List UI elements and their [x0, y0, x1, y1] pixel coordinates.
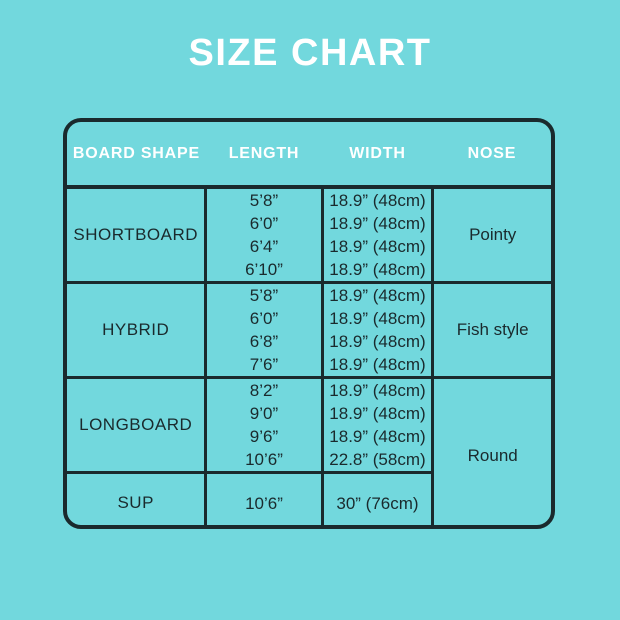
- header-row: BOARD SHAPE LENGTH WIDTH NOSE: [67, 122, 551, 189]
- nose-cell: Pointy: [431, 185, 551, 284]
- board-shape-cell: SHORTBOARD: [67, 185, 208, 284]
- length-value: 8’2”: [249, 381, 279, 400]
- size-table: BOARD SHAPE LENGTH WIDTH NOSE SHORTBOARD…: [67, 122, 551, 525]
- length-value: 9’6”: [249, 427, 279, 446]
- col-header-length: LENGTH: [205, 122, 323, 189]
- length-value: 6’8”: [249, 332, 279, 351]
- col-header-width: WIDTH: [322, 122, 433, 189]
- width-value: 18.9” (48cm): [329, 332, 426, 351]
- length-cell: 8’2” 9’0” 9’6” 10’6”: [204, 376, 324, 474]
- width-value: 18.9” (48cm): [329, 355, 426, 374]
- nose-cell: Fish style: [431, 281, 551, 379]
- col-header-board-shape: BOARD SHAPE: [67, 122, 206, 189]
- size-table-container: BOARD SHAPE LENGTH WIDTH NOSE SHORTBOARD…: [63, 118, 555, 529]
- table-row-shortboard: SHORTBOARD 5’8” 6’0” 6’4” 6’10” 18.9” (4…: [67, 185, 551, 284]
- table-row-sup: SUP 10’6” 30” (76cm): [67, 471, 551, 525]
- width-cell: 18.9” (48cm) 18.9” (48cm) 18.9” (48cm) 1…: [320, 185, 435, 284]
- width-value: 18.9” (48cm): [329, 260, 426, 279]
- width-value: 18.9” (48cm): [329, 381, 426, 400]
- nose-cell-merged: Round: [431, 376, 551, 525]
- length-value: 6’0”: [249, 309, 279, 328]
- page-title: SIZE CHART: [188, 32, 432, 74]
- width-value: 18.9” (48cm): [329, 427, 426, 446]
- width-value: 18.9” (48cm): [329, 286, 426, 305]
- length-value: 7’6”: [249, 355, 279, 374]
- length-value: 10’6”: [245, 450, 283, 469]
- width-value: 18.9” (48cm): [329, 214, 426, 233]
- width-value: 18.9” (48cm): [329, 237, 426, 256]
- width-value: 22.8” (58cm): [329, 450, 426, 469]
- board-shape-cell: SUP: [67, 471, 208, 525]
- board-shape-cell: LONGBOARD: [67, 376, 208, 474]
- width-value: 30” (76cm): [336, 493, 419, 513]
- length-value: 5’8”: [249, 286, 279, 305]
- length-cell: 5’8” 6’0” 6’8” 7’6”: [204, 281, 324, 379]
- table-row-longboard: LONGBOARD 8’2” 9’0” 9’6” 10’6” 18.9” (48…: [67, 376, 551, 525]
- width-cell: 18.9” (48cm) 18.9” (48cm) 18.9” (48cm) 2…: [320, 376, 435, 474]
- col-header-nose: NOSE: [432, 122, 551, 189]
- board-shape-cell: HYBRID: [67, 281, 208, 379]
- length-value: 10’6”: [245, 493, 283, 513]
- length-value: 6’10”: [245, 260, 283, 279]
- width-value: 18.9” (48cm): [329, 309, 426, 328]
- length-cell: 10’6”: [204, 471, 324, 525]
- length-value: 6’0”: [249, 214, 279, 233]
- width-cell: 30” (76cm): [320, 471, 435, 525]
- width-value: 18.9” (48cm): [329, 404, 426, 423]
- table-row-hybrid: HYBRID 5’8” 6’0” 6’8” 7’6” 18.9” (48cm) …: [67, 281, 551, 379]
- length-value: 6’4”: [249, 237, 279, 256]
- length-value: 5’8”: [249, 191, 279, 210]
- length-value: 9’0”: [249, 404, 279, 423]
- width-cell: 18.9” (48cm) 18.9” (48cm) 18.9” (48cm) 1…: [320, 281, 435, 379]
- length-cell: 5’8” 6’0” 6’4” 6’10”: [204, 185, 324, 284]
- width-value: 18.9” (48cm): [329, 191, 426, 210]
